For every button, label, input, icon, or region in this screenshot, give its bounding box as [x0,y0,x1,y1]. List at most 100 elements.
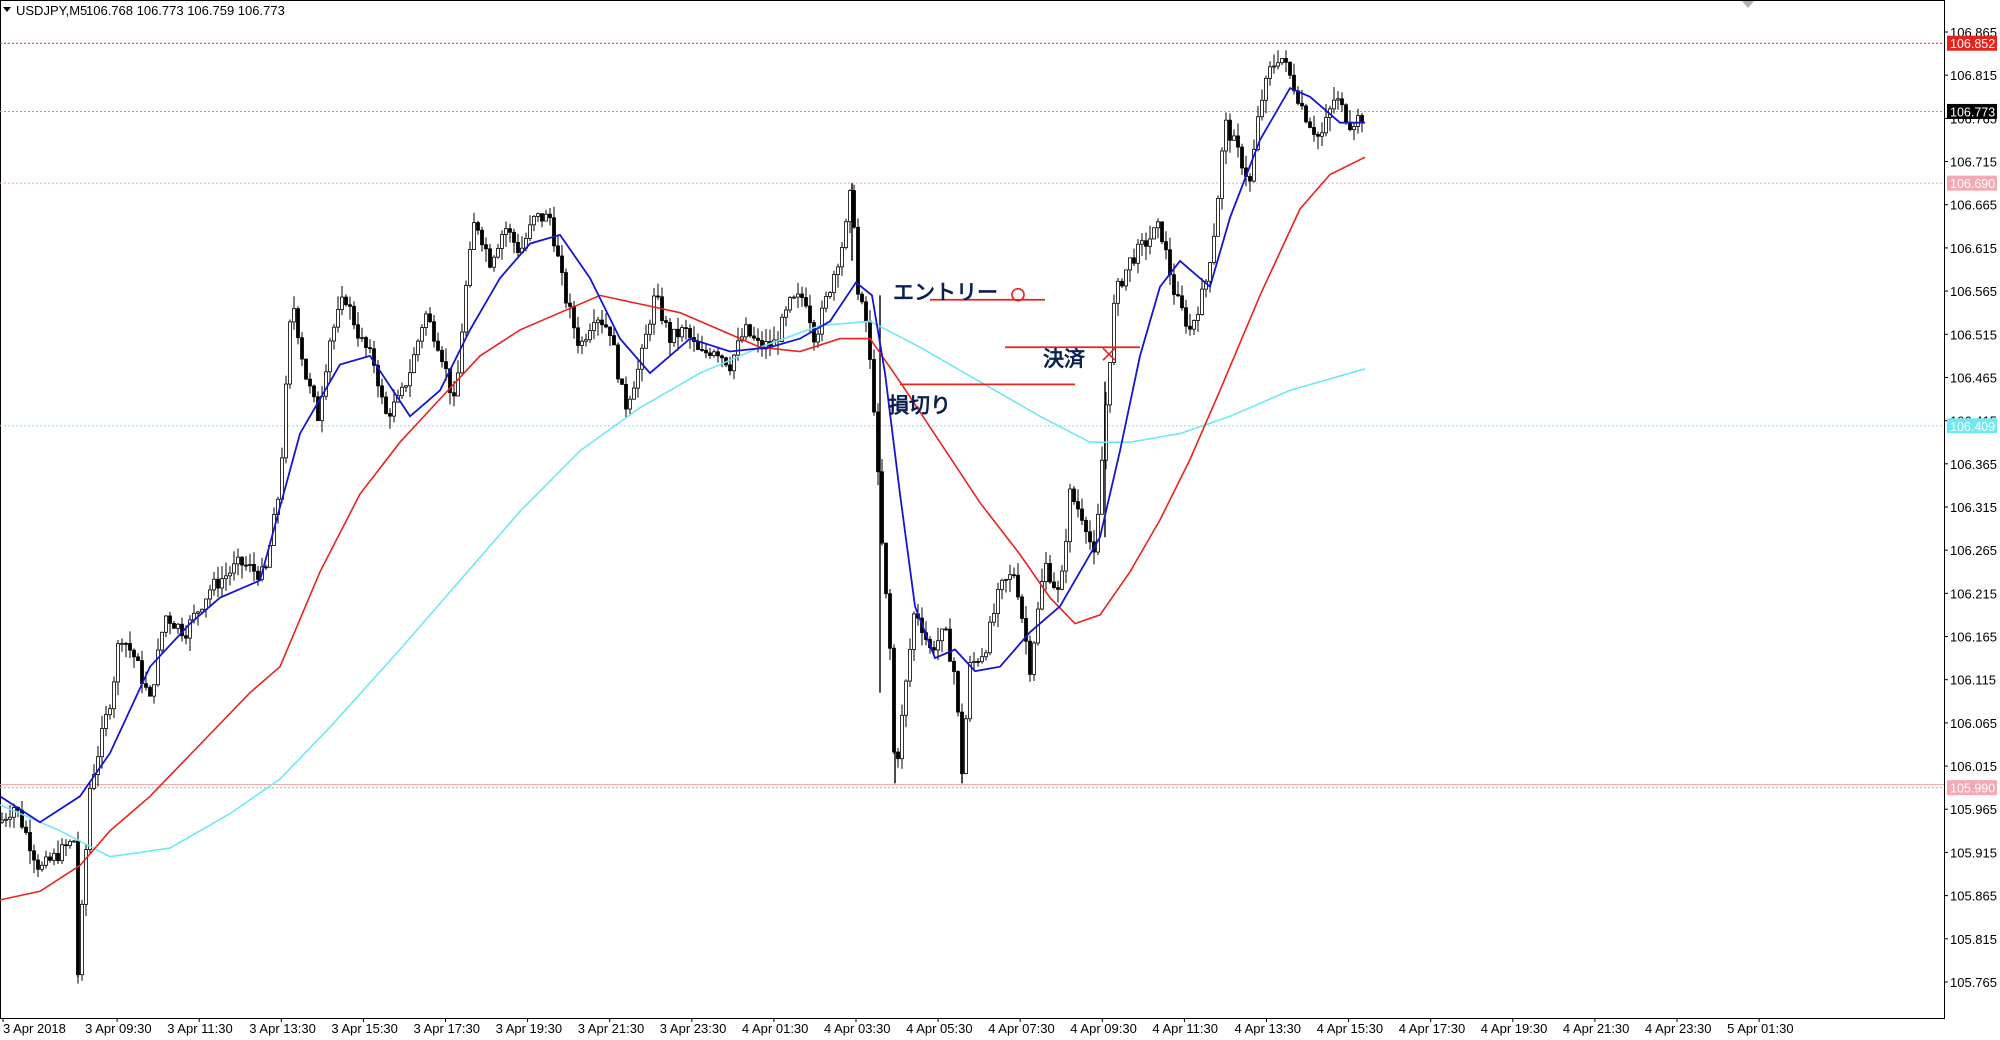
stop-loss-label: 損切り [888,393,951,417]
candle-body [716,351,720,357]
candle-body [1268,66,1272,79]
candle-body [416,340,420,356]
candle-body [628,398,632,410]
candle-body [1096,513,1100,553]
candle-body [136,656,140,661]
x-tick-label: 4 Apr 07:30 [988,1021,1054,1036]
candle-body [500,234,504,249]
level-label: 106.690 [1950,177,1995,191]
candle-body [20,809,24,828]
y-tick-label: 105.965 [1950,802,1997,817]
candle-body [1132,257,1136,264]
candle-body [876,411,880,473]
ma-fast-line [0,86,1365,824]
candle-body [688,328,692,339]
candle-body [64,844,68,847]
candle-body [540,213,544,222]
candle-body [1288,61,1292,76]
candle-body [1196,314,1200,321]
entry-label: エントリー [893,281,998,305]
candle-body [556,245,560,257]
candle-body [56,852,60,862]
candle-body [404,385,408,388]
candle-body [1180,295,1184,309]
candle-body [1160,221,1164,243]
candle-body [264,566,268,569]
candle-body [236,556,240,565]
candle-body [752,335,756,339]
candle-body [1336,98,1340,101]
candle-body [152,684,156,697]
candle-body [896,751,900,760]
candle-body [184,635,188,639]
candle-body [244,564,248,567]
x-tick-label: 4 Apr 19:30 [1481,1021,1548,1036]
candle-body [80,903,84,976]
current-price-text: 106.773 [1950,105,1995,119]
candle-body [452,392,456,397]
candle-body [348,304,352,307]
price-axis[interactable]: 106.865106.815106.765106.715106.665106.6… [1944,25,1997,990]
horizontal-levels [0,42,1944,789]
candle-body [284,383,288,459]
x-tick-label: 3 Apr 15:30 [331,1021,398,1036]
candle-body [976,661,980,663]
candle-body [444,361,448,370]
candle-body [1316,134,1320,137]
candle-body [732,354,736,372]
candle-body [1032,642,1036,675]
candle-body [744,324,748,338]
candle-body [1308,121,1312,128]
candle-body [1284,58,1288,63]
candle-body [156,649,160,686]
candle-body [412,354,416,374]
triangle-down-icon[interactable] [3,7,11,12]
candle-body [384,396,388,414]
time-axis[interactable]: 3 Apr 2018 3 Apr 09:30 3 Apr 11:30 3 Apr 13… [2,1018,1794,1036]
y-tick-label: 106.565 [1950,284,1997,299]
candle-body [1100,459,1104,515]
candle-body [220,578,224,589]
candle-body [112,681,116,710]
candle-body [588,330,592,341]
candle-body [1228,119,1232,141]
x-tick-label: 4 Apr 03:30 [824,1021,891,1036]
candle-body [472,222,476,250]
candle-body [1320,132,1324,137]
candle-body [328,340,332,373]
candle-body [132,649,136,658]
candle-body [4,818,8,821]
candle-body [932,647,936,651]
chart-shift-marker-icon[interactable] [1742,1,1754,8]
candle-body [828,292,832,297]
candle-body [804,297,808,307]
candle-body [1280,58,1284,64]
candle-body [208,589,212,600]
x-tick-label: 3 Apr 2018 [3,1021,66,1036]
candle-body [216,578,220,589]
x-tick-label: 3 Apr 23:30 [660,1021,727,1036]
candle-body [708,352,712,356]
candle-body [228,572,232,577]
candle-body [492,256,496,268]
candlesticks [0,50,1364,984]
candle-body [100,728,104,758]
candle-body [652,295,656,325]
candle-body [116,643,120,683]
candle-body [1176,294,1180,297]
candle-body [748,324,752,337]
candle-body [1232,135,1236,141]
candle-body [1128,257,1132,271]
candle-body [1112,302,1116,363]
y-tick-label: 105.765 [1950,975,1997,990]
candle-body [1208,262,1212,282]
x-tick-label: 4 Apr 09:30 [1070,1021,1137,1036]
plot-frame [0,0,1945,1019]
candle-body [1016,574,1020,598]
candle-body [912,613,916,650]
candle-body [12,807,16,818]
candle-body [972,661,976,663]
candle-body [1256,116,1260,150]
y-tick-label: 106.215 [1950,586,1997,601]
